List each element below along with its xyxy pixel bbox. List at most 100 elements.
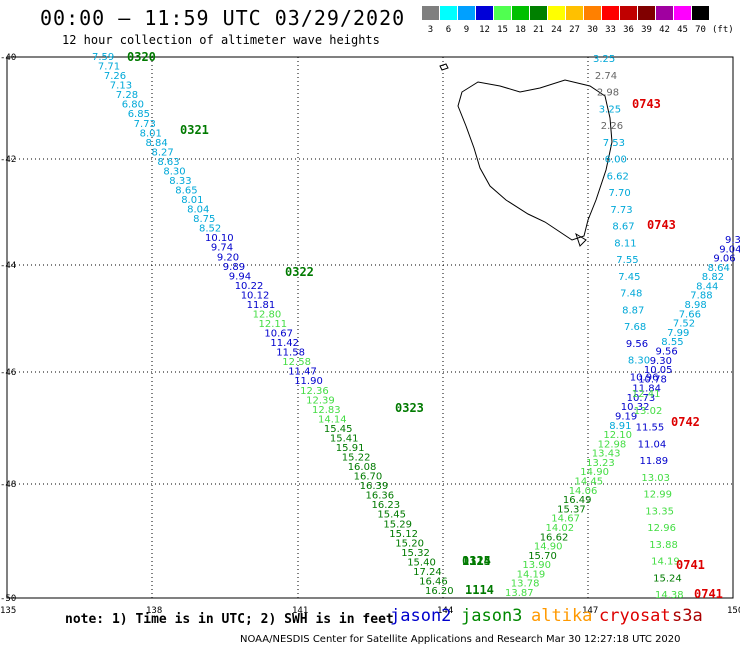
swh-value: 11.58	[276, 348, 305, 359]
legend-swatch	[440, 6, 457, 20]
swh-value: 13.78	[511, 579, 540, 590]
swh-value: 3.25	[599, 104, 621, 115]
swh-value: 16.23	[372, 500, 401, 511]
swh-value: 8.01	[181, 195, 203, 206]
swh-value: 11.47	[288, 367, 317, 378]
lat-tick-label: -44	[0, 261, 16, 271]
tasmania-coastline	[457, 79, 613, 241]
swh-value: 9.56	[656, 347, 678, 358]
legend-swatch	[530, 6, 547, 20]
swh-value: 7.59	[92, 52, 114, 63]
swh-value: 9.19	[615, 412, 637, 423]
swh-value: 7.55	[616, 255, 638, 266]
swh-value: 8.01	[140, 128, 162, 139]
legend-swatch	[458, 6, 475, 20]
swh-value: 12.58	[282, 357, 311, 368]
island-outline	[575, 232, 587, 247]
swh-value: 9.06	[713, 254, 735, 265]
swh-value: 13.02	[634, 406, 663, 417]
swh-value: 8.75	[193, 214, 215, 225]
swh-value: 15.37	[557, 504, 586, 515]
legend-label: 36	[623, 25, 634, 35]
legend-label: 42	[659, 25, 670, 35]
swh-value: 13.88	[649, 540, 678, 551]
swh-value: 9.20	[217, 252, 239, 263]
lon-tick-label: 147	[582, 606, 598, 616]
swh-value: 14.19	[651, 557, 680, 568]
swh-value: 8.27	[152, 147, 174, 158]
note-text: note: 1) Time is in UTC; 2) SWH is in fe…	[65, 612, 394, 627]
credit-text: NOAA/NESDIS Center for Satellite Applica…	[240, 634, 681, 645]
swh-value: 15.91	[336, 443, 365, 454]
legend-swatch	[548, 6, 565, 20]
pass-time: 0742	[671, 415, 700, 429]
satellite-jason3: jason3	[461, 606, 523, 626]
pass-time: 0321	[180, 123, 209, 137]
swh-value: 12.10	[603, 430, 632, 441]
legend-swatch	[620, 6, 637, 20]
swh-value: 7.70	[609, 188, 631, 199]
swh-value: 7.99	[667, 328, 689, 339]
swh-value: 16.20	[425, 586, 454, 597]
swh-value: 7.66	[679, 309, 701, 320]
legend-label: 9	[463, 25, 470, 35]
swh-value: 12.41	[632, 389, 661, 400]
lat-tick-label: -40	[0, 53, 16, 63]
lat-tick-label: -42	[0, 155, 16, 165]
lon-tick-label: 135	[0, 606, 16, 616]
swh-value: 8.55	[661, 337, 683, 348]
swh-value: 7.73	[610, 205, 632, 216]
swh-value: 9.04	[719, 244, 740, 255]
swh-value: 15.40	[407, 557, 436, 568]
lon-tick-label: 144	[437, 606, 453, 616]
swh-value: 13.35	[645, 506, 674, 517]
swh-value: 7.48	[620, 289, 642, 300]
pass-time: 0743	[647, 218, 676, 232]
swh-value: 7.88	[690, 291, 712, 302]
swh-value: 10.12	[241, 290, 270, 301]
lat-tick-label: -50	[0, 594, 16, 604]
legend-label: 30	[587, 25, 598, 35]
legend-label: 6	[445, 25, 452, 35]
swh-value: 16.39	[360, 481, 389, 492]
swh-value: 9.89	[223, 262, 245, 273]
pass-time: 1115	[462, 554, 491, 568]
swh-value: 9.56	[626, 339, 648, 350]
swh-value: 7.28	[116, 90, 138, 101]
swh-value: 13.03	[641, 473, 670, 484]
swh-value: 10.67	[264, 329, 293, 340]
swh-value: 8.30	[163, 166, 185, 177]
pass-time: 1114	[465, 583, 494, 597]
swh-value: 8.64	[708, 263, 730, 274]
satellite-s3a: s3a	[672, 606, 703, 626]
swh-value: 13.43	[592, 449, 621, 460]
swh-value: 16.49	[563, 495, 592, 506]
swh-value: 8.04	[187, 205, 209, 216]
swh-value: 6.00	[605, 155, 627, 166]
swh-value: 13.23	[586, 458, 615, 469]
swh-value: 8.44	[696, 281, 718, 292]
swh-value: 8.30	[628, 356, 650, 367]
legend-label: 27	[569, 25, 580, 35]
swh-value: 8.65	[175, 186, 197, 197]
legend-swatch	[494, 6, 511, 20]
legend-label: 39	[641, 25, 652, 35]
swh-value: 8.84	[146, 138, 168, 149]
swh-value: 2.74	[595, 71, 617, 82]
swh-value: 8.11	[614, 238, 636, 249]
swh-value: 14.14	[318, 414, 347, 425]
legend-label: 18	[515, 25, 526, 35]
swh-value: 7.13	[110, 81, 132, 92]
pass-time: 0741	[676, 558, 705, 572]
swh-value: 6.62	[607, 171, 629, 182]
swh-value: 13.87	[505, 588, 534, 599]
swh-value: 8.87	[622, 305, 644, 316]
swh-value: 10.73	[627, 393, 656, 404]
swh-value: 7.45	[618, 272, 640, 283]
legend-label: 70	[695, 25, 706, 35]
swh-value: 15.45	[377, 510, 406, 521]
swh-value: 14.45	[575, 477, 604, 488]
swh-value: 11.89	[640, 456, 669, 467]
swh-value: 7.73	[134, 119, 156, 130]
